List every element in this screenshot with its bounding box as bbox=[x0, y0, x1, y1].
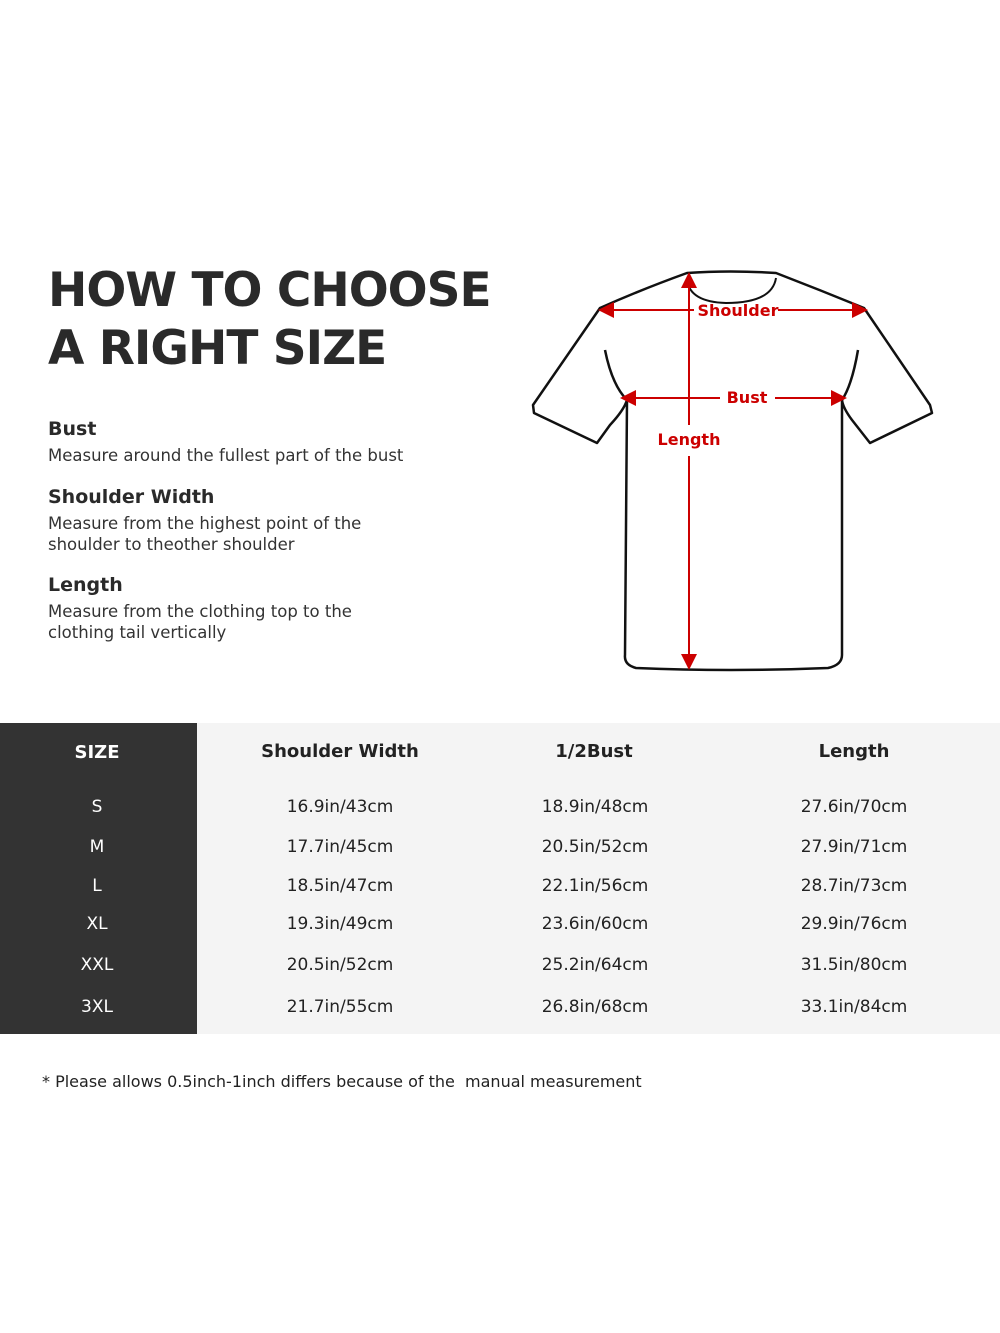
table-cell: 21.7in/55cm bbox=[286, 997, 394, 1017]
size-cell: L bbox=[92, 876, 102, 896]
table-cell: 25.2in/64cm bbox=[541, 955, 649, 975]
size-cell: S bbox=[91, 797, 103, 817]
page-title: HOW TO CHOOSE A RIGHT SIZE bbox=[48, 262, 492, 378]
measurement-note: * Please allows 0.5inch-1inch differs be… bbox=[42, 1072, 642, 1091]
header-half-bust: 1/2Bust bbox=[555, 741, 633, 762]
tshirt-diagram: Shoulder Bust Length bbox=[531, 270, 934, 672]
definition-text: Measure around the fullest part of the b… bbox=[48, 446, 404, 465]
title-line-1: HOW TO CHOOSE bbox=[48, 263, 492, 318]
definition-text: Measure from the clothing top to the clo… bbox=[48, 602, 352, 642]
size-cell: M bbox=[89, 837, 105, 857]
table-cell: 28.7in/73cm bbox=[800, 876, 908, 896]
table-cell: 20.5in/52cm bbox=[286, 955, 394, 975]
definition-heading: Shoulder Width bbox=[48, 486, 215, 508]
tshirt-outline bbox=[531, 270, 934, 672]
definition-text: Measure from the highest point of the sh… bbox=[48, 514, 362, 554]
definition-shoulder-width: Shoulder Width Measure from the highest … bbox=[48, 486, 388, 555]
table-cell: 18.9in/48cm bbox=[541, 797, 649, 817]
table-cell: 16.9in/43cm bbox=[286, 797, 394, 817]
bust-label: Bust bbox=[727, 388, 768, 407]
table-cell: 31.5in/80cm bbox=[800, 955, 908, 975]
size-cell: XL bbox=[86, 914, 108, 934]
size-table: SIZE S M L XL XXL 3XL Shoulder Width 1/2… bbox=[0, 723, 1000, 1034]
header-shoulder-width: Shoulder Width bbox=[261, 741, 419, 762]
size-column: SIZE S M L XL XXL 3XL bbox=[0, 723, 197, 1034]
table-cell: 26.8in/68cm bbox=[541, 997, 649, 1017]
size-cell: XXL bbox=[80, 955, 114, 975]
definition-bust: Bust Measure around the fullest part of … bbox=[48, 418, 468, 466]
table-cell: 22.1in/56cm bbox=[541, 876, 649, 896]
definition-heading: Bust bbox=[48, 418, 97, 440]
title-line-2: A RIGHT SIZE bbox=[48, 321, 387, 376]
size-cell: 3XL bbox=[81, 997, 113, 1017]
table-cell: 19.3in/49cm bbox=[286, 914, 394, 934]
table-cell: 33.1in/84cm bbox=[800, 997, 908, 1017]
definition-heading: Length bbox=[48, 574, 123, 596]
table-cell: 17.7in/45cm bbox=[286, 837, 394, 857]
header-length: Length bbox=[818, 741, 890, 762]
measurement-arrows bbox=[598, 272, 868, 670]
definition-length: Length Measure from the clothing top to … bbox=[48, 574, 378, 643]
header-size: SIZE bbox=[74, 742, 120, 763]
table-cell: 23.6in/60cm bbox=[541, 914, 649, 934]
table-cell: 18.5in/47cm bbox=[286, 876, 394, 896]
shoulder-label: Shoulder bbox=[698, 301, 779, 320]
table-cell: 27.9in/71cm bbox=[800, 837, 908, 857]
length-label: Length bbox=[658, 430, 721, 449]
table-cell: 27.6in/70cm bbox=[800, 797, 908, 817]
table-cell: 20.5in/52cm bbox=[541, 837, 649, 857]
table-cell: 29.9in/76cm bbox=[800, 914, 908, 934]
